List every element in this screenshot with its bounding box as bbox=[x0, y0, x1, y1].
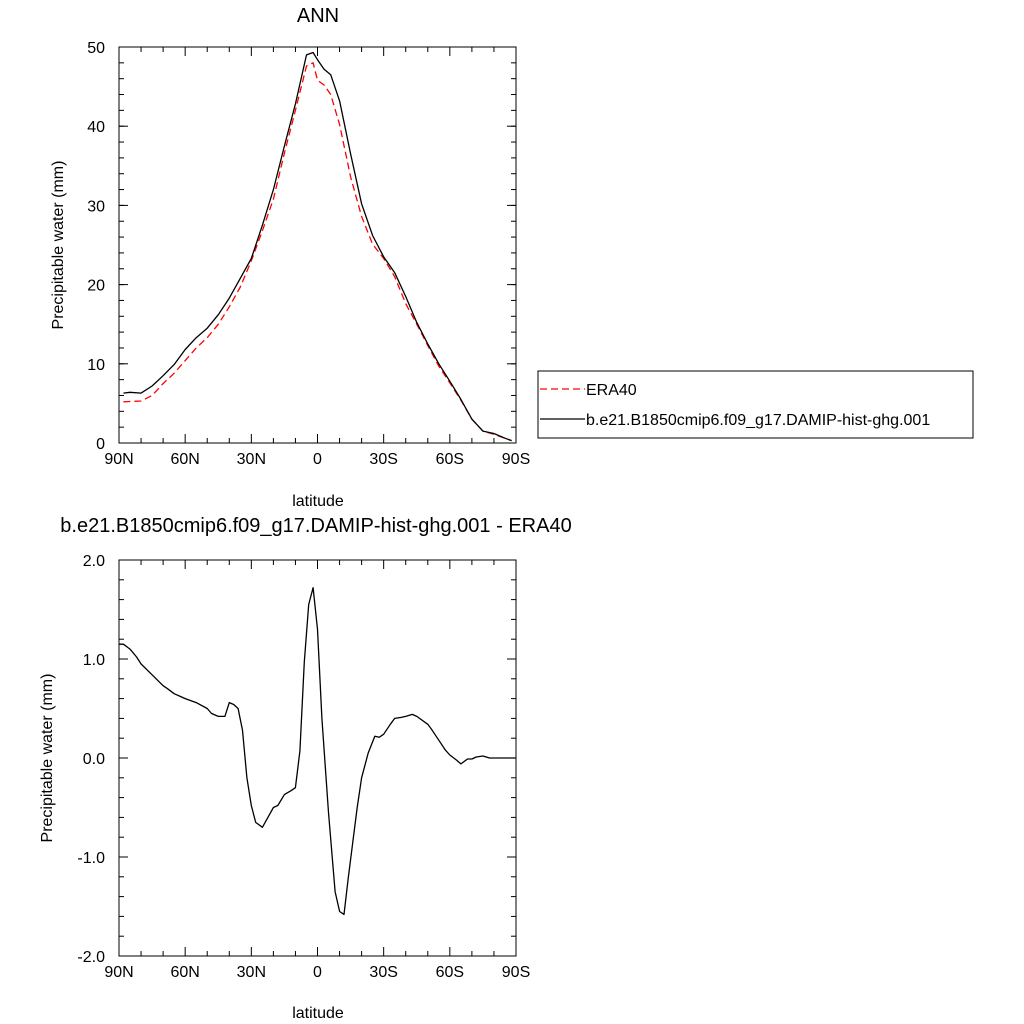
bottom-x-tick-label: 60N bbox=[170, 964, 199, 981]
bottom-chart-title: b.e21.B1850cmip6.f09_g17.DAMIP-hist-ghg.… bbox=[60, 515, 571, 537]
bottom-x-tick-label: 90S bbox=[502, 964, 530, 981]
top-y-tick-label: 50 bbox=[87, 40, 105, 57]
legend-model-label: b.e21.B1850cmip6.f09_g17.DAMIP-hist-ghg.… bbox=[586, 412, 930, 429]
top-y-axis-label: Precipitable water (mm) bbox=[50, 161, 67, 330]
top-series-line-era40 bbox=[123, 62, 512, 442]
legend-era40-label: ERA40 bbox=[586, 382, 637, 399]
bottom-y-tick-label: -1.0 bbox=[77, 850, 105, 867]
legend: ERA40 b.e21.B1850cmip6.f09_g17.DAMIP-his… bbox=[537, 370, 974, 439]
top-x-tick-label: 30S bbox=[369, 451, 397, 468]
bottom-y-tick-label: 0.0 bbox=[83, 751, 105, 768]
bottom-x-axis-label: latitude bbox=[292, 1005, 344, 1022]
top-y-tick-label: 20 bbox=[87, 278, 105, 295]
top-x-tick-label: 90S bbox=[502, 451, 530, 468]
bottom-x-tick-label: 60S bbox=[436, 964, 464, 981]
bottom-series-group bbox=[119, 587, 516, 916]
bottom-series-line-difference bbox=[119, 587, 516, 916]
top-x-tick-label: 60N bbox=[170, 451, 199, 468]
bottom-chart: b.e21.B1850cmip6.f09_g17.DAMIP-hist-ghg.… bbox=[39, 515, 572, 1022]
top-y-tick-label: 10 bbox=[87, 357, 105, 374]
bottom-plot-frame bbox=[118, 559, 517, 957]
bottom-x-tick-label: 30N bbox=[237, 964, 266, 981]
top-y-tick-label: 40 bbox=[87, 119, 105, 136]
bottom-y-tick-label: -2.0 bbox=[77, 949, 105, 966]
top-chart-title: ANN bbox=[297, 5, 339, 27]
top-series-group bbox=[123, 51, 512, 442]
bottom-y-axis-label: Precipitable water (mm) bbox=[39, 674, 56, 843]
bottom-x-tick-label: 90N bbox=[104, 964, 133, 981]
top-y-tick-label: 0 bbox=[96, 436, 105, 453]
top-y-tick-label: 30 bbox=[87, 198, 105, 215]
top-chart: ANN 90N 60N 30N 0 30S 60S 90S 0 10 20 30 40 50 latit… bbox=[50, 5, 974, 510]
bottom-x-tick-label: 0 bbox=[313, 964, 322, 981]
top-x-tick-label: 60S bbox=[436, 451, 464, 468]
bottom-x-tick-label: 30S bbox=[369, 964, 397, 981]
top-x-axis-label: latitude bbox=[292, 493, 344, 510]
top-plot-frame bbox=[118, 46, 517, 444]
top-x-tick-label: 0 bbox=[313, 451, 322, 468]
bottom-axis-ticks: 90N 60N 30N 0 30S 60S 90S -2.0 -1.0 0.0 1.0 2.0 bbox=[77, 553, 530, 981]
bottom-y-tick-label: 2.0 bbox=[83, 553, 105, 570]
top-x-tick-label: 30N bbox=[237, 451, 266, 468]
legend-box bbox=[537, 370, 974, 439]
bottom-y-tick-label: 1.0 bbox=[83, 652, 105, 669]
top-series-line-b-e21-b1850cmip6-f09-g17-damip-hist-ghg-001 bbox=[123, 51, 512, 442]
top-axis-ticks: 90N 60N 30N 0 30S 60S 90S 0 10 20 30 40 50 bbox=[87, 40, 530, 468]
top-x-tick-label: 90N bbox=[104, 451, 133, 468]
